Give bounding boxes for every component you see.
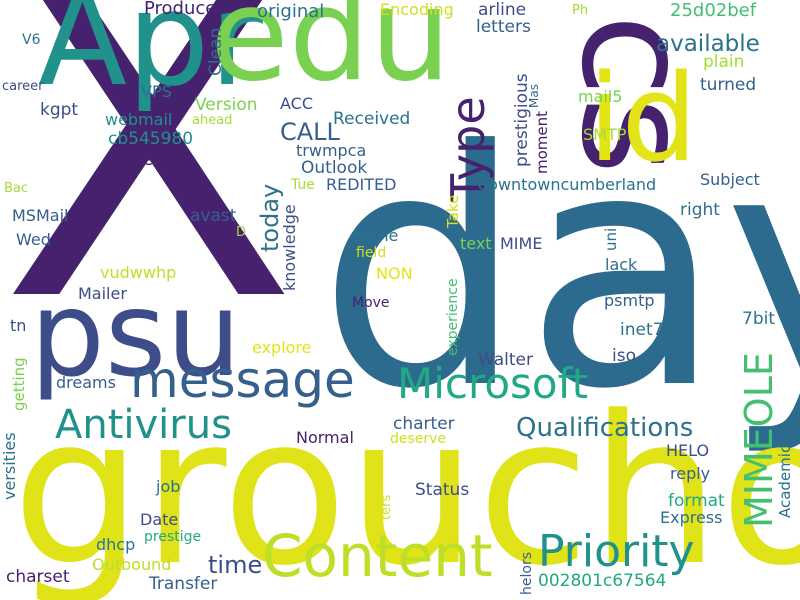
word-ters: ters (379, 494, 394, 520)
word-walter: Walter (478, 350, 533, 370)
word-redited: REDITED (326, 175, 397, 194)
word-take: Take (444, 194, 462, 228)
word-uni: uni (602, 227, 620, 251)
word-groucho: groucho (12, 373, 800, 600)
word-wed: Wed (16, 230, 51, 249)
word-academic: Academic (776, 444, 794, 518)
word-priority: Priority (538, 526, 695, 577)
word-smtp: SMTP (583, 125, 627, 144)
word-ahead: ahead (192, 113, 233, 128)
word-acc: ACC (280, 94, 314, 113)
word-deserve: deserve (390, 431, 447, 447)
word-dhcp: dhcp (96, 535, 136, 554)
word-message: message (130, 351, 355, 409)
word-tue: Tue (291, 177, 315, 193)
word-psmtp: psmtp (604, 291, 655, 310)
word-mime: MIME (500, 234, 543, 253)
word-x: X (0, 0, 299, 397)
word-produced: Produced (144, 0, 228, 19)
word-original: original (257, 1, 325, 22)
word-002801c67564: 002801c67564 (538, 571, 667, 591)
word-apr: Apr (38, 0, 263, 115)
word-job: job (156, 477, 181, 496)
word-antivirus: Antivirus (55, 402, 232, 448)
word-status: Status (415, 480, 470, 500)
word-letters: letters (476, 17, 531, 37)
word-25d02bef: 25d02bef (670, 0, 757, 21)
word-qualifications: Qualifications (516, 413, 694, 443)
word-bac: Bac (4, 181, 29, 196)
word-prestigious: prestigious (512, 73, 532, 167)
word-cb545980: cb545980 (108, 129, 194, 149)
word-charset: charset (6, 567, 70, 587)
word-non: NON (376, 264, 413, 283)
word-outbound: Outbound (92, 555, 172, 574)
word-lack: lack (605, 255, 638, 274)
word-v6: V6 (22, 32, 41, 48)
word-version: Version (195, 95, 258, 115)
word-normal: Normal (296, 428, 354, 447)
word-name: name (353, 226, 399, 245)
word-turned: turned (700, 75, 757, 95)
word-subject: Subject (700, 170, 760, 189)
word-mailer: Mailer (78, 284, 127, 303)
word-outlook: Outlook (301, 158, 368, 178)
word-msmail: MSMail (12, 206, 69, 225)
word-iso: iso (612, 346, 636, 366)
word-vudwwhp: vudwwhp (100, 263, 177, 282)
word-vps: VPS (141, 82, 172, 101)
word-content: Content (262, 522, 493, 590)
word-d: D (236, 225, 247, 240)
word-moment: moment (533, 110, 551, 174)
word-knowledge: knowledge (280, 204, 299, 291)
word-move: Move (352, 295, 390, 311)
word-avast: avast (190, 206, 237, 226)
word-flowed: flowed (108, 150, 165, 170)
word-text: text (460, 234, 492, 253)
word-charter: charter (393, 414, 455, 434)
word-date: Date (140, 510, 179, 529)
word-call: CALL (280, 118, 340, 146)
word-day: day (318, 81, 800, 460)
word-tn: tn (10, 316, 27, 335)
word-versities: versities (0, 432, 19, 500)
word-clean: Clean (206, 27, 226, 76)
word-ph: Ph (572, 3, 589, 18)
word-webmail: webmail (105, 110, 173, 129)
word-7bit: 7bit (742, 309, 775, 329)
word-career: career (2, 79, 44, 94)
word-mimeole: MIMEOLE (737, 352, 781, 528)
word-reply: reply (670, 464, 711, 483)
word-helors: helors (519, 552, 535, 595)
word-kgpt: kgpt (40, 100, 79, 120)
word-edu: edu (210, 0, 452, 110)
word-downtowncumberland: downtowncumberland (478, 175, 657, 194)
word-id: id (588, 50, 698, 189)
word-prestige: prestige (144, 529, 202, 545)
word-encoding: Encoding (380, 0, 454, 19)
word-mail5: mail5 (578, 87, 623, 106)
word-transfer: Transfer (149, 574, 218, 594)
word-getting: getting (10, 357, 28, 411)
word-right: right (680, 200, 720, 220)
word-microsoft: Microsoft (397, 359, 589, 408)
word-received: Received (333, 109, 411, 129)
word-plain: plain (703, 52, 745, 72)
word-format: format (668, 491, 725, 511)
word-experience: experience (445, 278, 461, 356)
word-today: today (256, 183, 284, 252)
word-psu: psu (30, 265, 242, 403)
word-helo: HELO (666, 441, 710, 460)
word-trwmpca: trwmpca (296, 141, 367, 160)
word-available: available (656, 31, 760, 57)
word-inet7: inet7 (620, 320, 664, 340)
word-express: Express (660, 508, 723, 527)
word-arline: arline (478, 0, 527, 20)
word-time: time (208, 551, 263, 579)
word-dreams: dreams (56, 373, 116, 392)
word-field: field (356, 245, 387, 261)
word-explore: explore (252, 338, 312, 357)
